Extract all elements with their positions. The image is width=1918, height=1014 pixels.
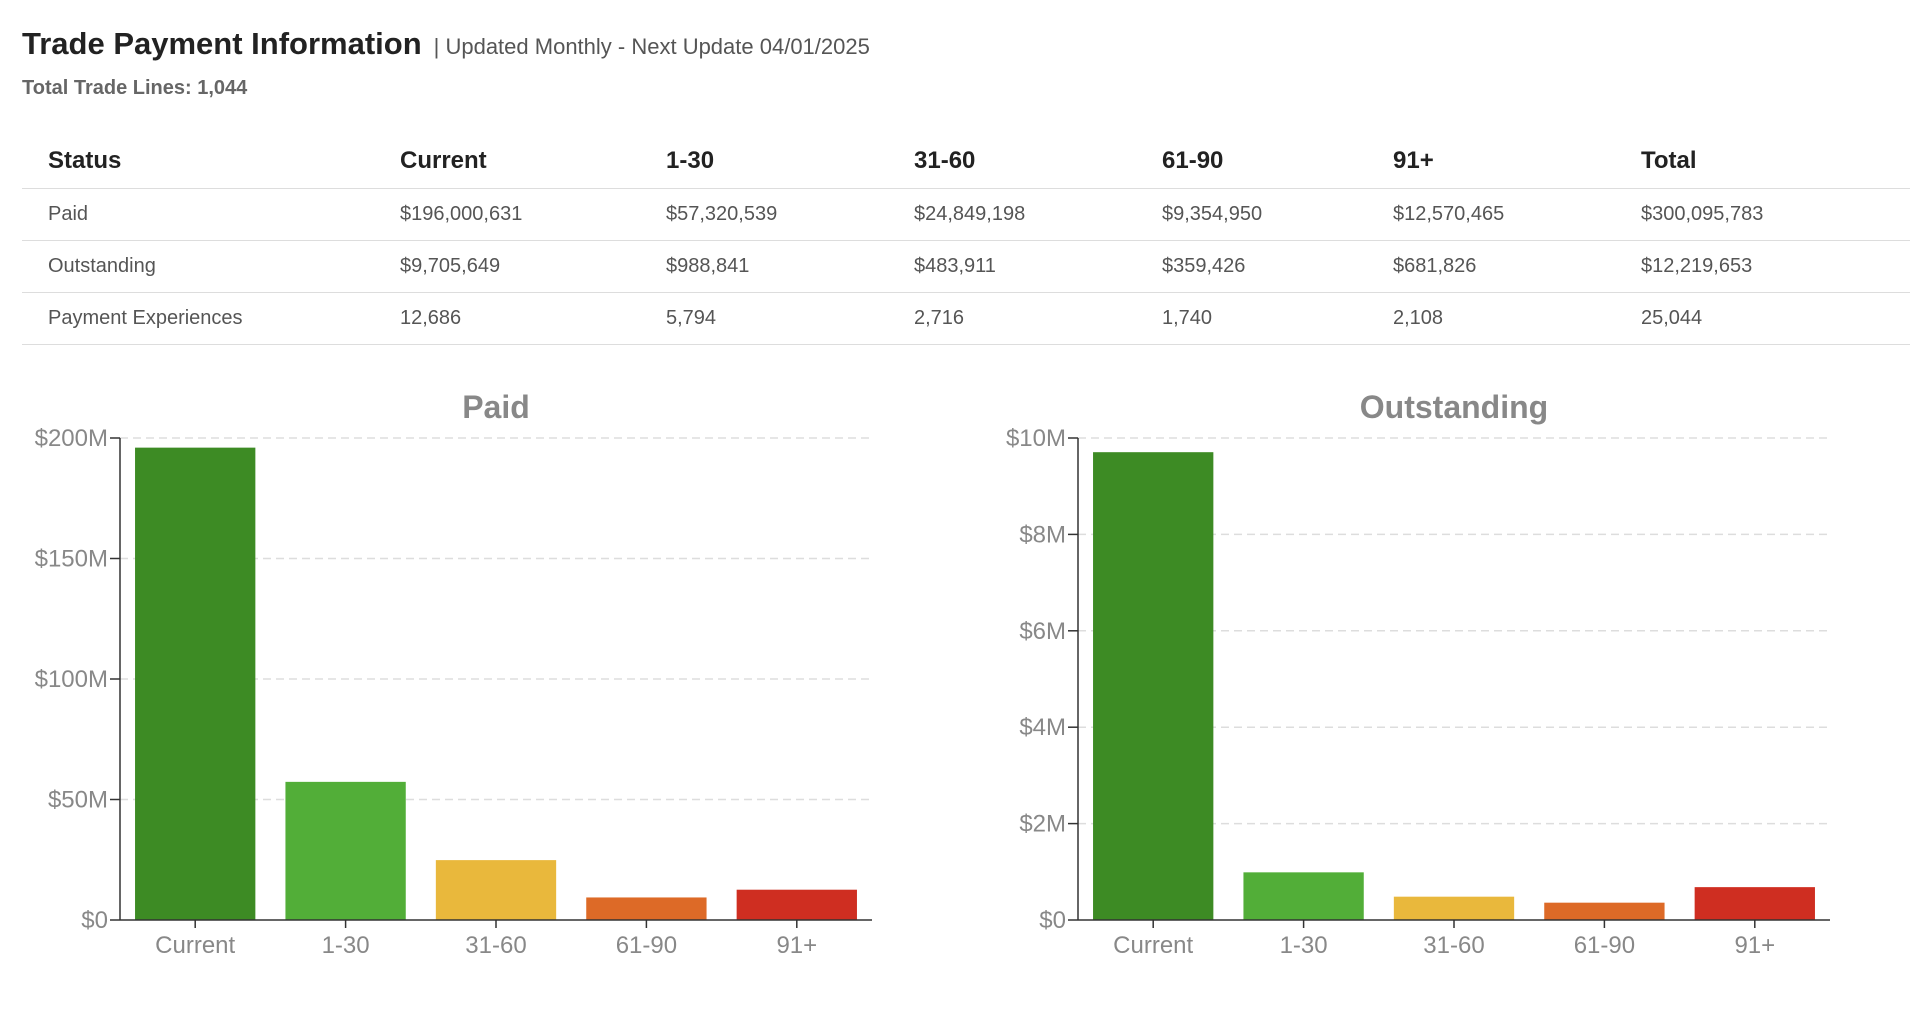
- x-tick-label: 31-60: [465, 932, 526, 959]
- paid-bar-91-plus: [736, 889, 857, 920]
- y-tick-label: $4M: [1019, 714, 1066, 741]
- outstanding-bar-31-60: [1393, 896, 1515, 920]
- table-cell: $24,849,198: [914, 188, 1162, 241]
- y-tick-label: $200M: [35, 425, 108, 452]
- table-row-outstanding: Outstanding $9,705,649 $988,841 $483,911…: [22, 240, 1910, 293]
- y-tick-label: $6M: [1019, 618, 1066, 645]
- table-cell: $12,570,465: [1393, 188, 1641, 241]
- x-tick-label: 91+: [1734, 932, 1775, 959]
- paid-chart-title: Paid: [462, 389, 530, 425]
- table-cell: $988,841: [666, 240, 914, 293]
- x-tick-label: Current: [1113, 932, 1193, 959]
- update-info: | Updated Monthly - Next Update 04/01/20…: [433, 34, 870, 59]
- trade-payment-table: Status Current 1-30 31-60 61-90 91+ Tota…: [22, 134, 1910, 345]
- x-tick-label: 61-90: [1574, 932, 1635, 959]
- table-header-row: Status Current 1-30 31-60 61-90 91+ Tota…: [22, 134, 1910, 189]
- table-cell: $9,705,649: [400, 240, 666, 293]
- y-tick-label: $10M: [1006, 425, 1066, 452]
- column-header-91-plus: 91+: [1393, 134, 1641, 189]
- table-cell: 2,108: [1393, 292, 1641, 345]
- paid-chart: Paid $0 $50M $100M $150M $200M Current 1-30 31-6…: [0, 378, 900, 978]
- paid-bar-31-60: [435, 860, 557, 920]
- x-tick-label: 61-90: [616, 932, 677, 959]
- x-tick-label: 91+: [776, 932, 817, 959]
- outstanding-bar-61-90: [1544, 902, 1665, 920]
- column-header-total: Total: [1641, 134, 1910, 189]
- table-cell: Payment Experiences: [22, 292, 400, 345]
- table-cell: $12,219,653: [1641, 240, 1910, 293]
- table-cell: $196,000,631: [400, 188, 666, 241]
- y-tick-label: $2M: [1019, 811, 1066, 838]
- table-cell: 25,044: [1641, 292, 1910, 345]
- table-cell: $681,826: [1393, 240, 1641, 293]
- table-cell: $483,911: [914, 240, 1162, 293]
- column-header-31-60: 31-60: [914, 134, 1162, 189]
- table-row-payment-experiences: Payment Experiences 12,686 5,794 2,716 1…: [22, 292, 1910, 345]
- x-tick-label: 1-30: [322, 932, 370, 959]
- table-cell: $300,095,783: [1641, 188, 1910, 241]
- y-tick-label: $0: [1039, 907, 1066, 934]
- paid-chart-svg: Paid $0 $50M $100M $150M $200M Current 1-30 31-6…: [35, 389, 872, 959]
- table-cell: 2,716: [914, 292, 1162, 345]
- column-header-current: Current: [400, 134, 666, 189]
- column-header-61-90: 61-90: [1162, 134, 1393, 189]
- outstanding-chart-svg: Outstanding $0 $2M $4M $6M $8M $10M Current 1-30…: [1006, 389, 1830, 959]
- outstanding-bar-91-plus: [1694, 887, 1815, 920]
- table-cell: Paid: [22, 188, 400, 241]
- column-header-status: Status: [22, 134, 400, 189]
- y-tick-label: $50M: [48, 787, 108, 814]
- table-cell: 5,794: [666, 292, 914, 345]
- x-tick-label: 1-30: [1280, 932, 1328, 959]
- table-cell: $9,354,950: [1162, 188, 1393, 241]
- outstanding-bar-current: [1093, 452, 1214, 920]
- outstanding-chart-title: Outstanding: [1360, 389, 1548, 425]
- y-tick-label: $100M: [35, 666, 108, 693]
- page-title: Trade Payment Information: [22, 26, 422, 61]
- paid-bar-61-90: [586, 897, 707, 920]
- table-cell: $57,320,539: [666, 188, 914, 241]
- x-tick-label: 31-60: [1423, 932, 1484, 959]
- paid-bar-current: [135, 447, 256, 920]
- y-tick-label: $8M: [1019, 521, 1066, 548]
- outstanding-chart: Outstanding $0 $2M $4M $6M $8M $10M Current 1-30…: [958, 378, 1858, 978]
- y-tick-label: $150M: [35, 546, 108, 573]
- paid-bar-1-30: [285, 781, 406, 920]
- table-cell: 12,686: [400, 292, 666, 345]
- table-cell: $359,426: [1162, 240, 1393, 293]
- outstanding-bar-1-30: [1243, 872, 1364, 920]
- table-cell: 1,740: [1162, 292, 1393, 345]
- table-row-paid: Paid $196,000,631 $57,320,539 $24,849,19…: [22, 188, 1910, 241]
- column-header-1-30: 1-30: [666, 134, 914, 189]
- total-trade-lines: Total Trade Lines: 1,044: [22, 77, 248, 99]
- x-tick-label: Current: [155, 932, 235, 959]
- y-tick-label: $0: [81, 907, 108, 934]
- table-cell: Outstanding: [22, 240, 400, 293]
- page-header: Trade Payment Information | Updated Mont…: [22, 26, 870, 62]
